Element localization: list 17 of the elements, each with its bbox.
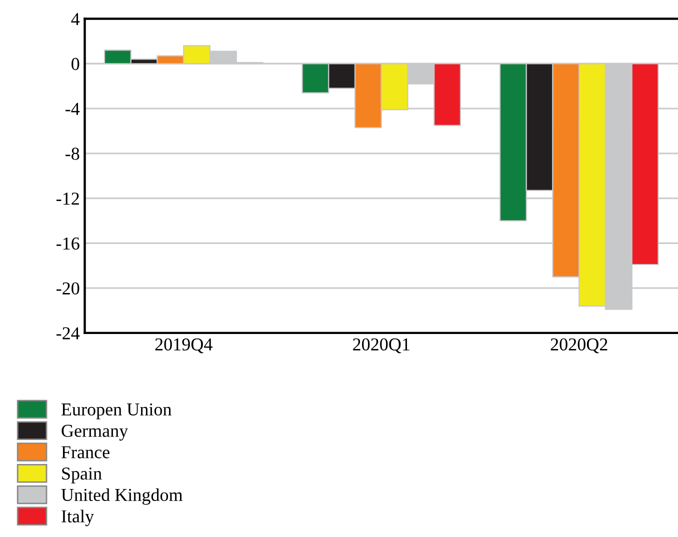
x-tick-label: 2020Q1 <box>353 338 410 354</box>
y-tick-label: -12 <box>56 192 79 205</box>
legend-label: Germany <box>62 424 128 441</box>
y-tick-label: 4 <box>71 13 80 26</box>
legend-label: Spain <box>62 468 102 484</box>
y-tick-label: -24 <box>56 327 80 340</box>
y-tick-label: -4 <box>66 102 80 115</box>
y-tick-label: -16 <box>56 237 80 250</box>
y-tick-label: 0 <box>72 58 80 70</box>
x-tick-label: 2020Q2 <box>550 338 608 354</box>
legend-label: Italy <box>62 510 94 526</box>
legend-label: United Kingdom <box>61 488 183 505</box>
legend-label: Europen Union <box>61 403 172 420</box>
y-tick-label: -20 <box>56 282 80 295</box>
x-tick-label: 2019Q4 <box>155 338 212 354</box>
legend-label: France <box>61 446 110 458</box>
y-tick-label: -8 <box>66 148 80 160</box>
